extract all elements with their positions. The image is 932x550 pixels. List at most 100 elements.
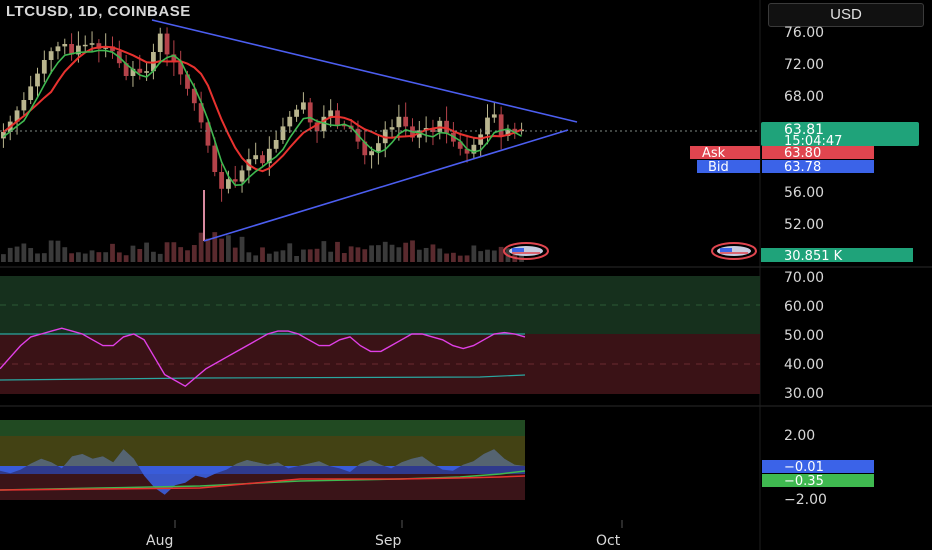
candle-body (260, 155, 265, 164)
candle-body (273, 140, 279, 149)
candle-body (48, 51, 54, 60)
flag-icon[interactable] (503, 242, 549, 260)
price-tick-68: 68.00 (784, 89, 824, 105)
volume-bar (437, 248, 443, 262)
osc-blue-band (0, 466, 525, 474)
osc-green-badge (762, 474, 874, 487)
volume-bar (219, 238, 224, 262)
volume-bar (396, 247, 402, 262)
time-label-sep: Sep (375, 533, 402, 549)
volume-bar (416, 249, 422, 262)
lower-trendline[interactable] (203, 129, 569, 242)
symbol-title: LTCUSD, 1D, COINBASE (6, 3, 191, 20)
osc-blue-badge (762, 460, 874, 473)
volume-bar (137, 248, 143, 262)
candle-body (376, 143, 381, 152)
volume-bar (512, 247, 518, 262)
volume-bar (464, 255, 470, 262)
candle-body (369, 151, 374, 156)
price-tick-56: 56.00 (784, 185, 824, 201)
oscillator-signal-green (0, 470, 526, 491)
candle-body (457, 141, 463, 149)
bid-value: 63.78 (784, 160, 821, 175)
volume-bar (260, 247, 265, 262)
volume-bar (451, 252, 456, 262)
volume-bar (35, 253, 40, 262)
volume-bar (301, 249, 306, 262)
candle-body (321, 116, 327, 132)
currency-button[interactable]: USD (768, 3, 924, 27)
volume-bar (273, 251, 279, 262)
candle-body (505, 128, 511, 136)
osc-blue-value: −0.01 (784, 460, 824, 475)
candle-body (191, 88, 197, 104)
volume-bar (246, 252, 252, 262)
candle-body (1, 132, 6, 139)
osc-tick-2: 2.00 (784, 428, 815, 444)
candle-body (307, 102, 313, 123)
ask-value: 63.80 (784, 146, 821, 161)
candle-body (151, 52, 156, 72)
volume-bar (485, 249, 490, 262)
candle-body (96, 43, 102, 49)
candle-body (232, 179, 238, 182)
candle-body (226, 179, 231, 189)
time-label-aug: Aug (146, 533, 173, 549)
bid-label-box (697, 160, 760, 173)
volume-bar (205, 238, 211, 262)
candle-body (35, 73, 40, 87)
rsi-lower-zone (0, 334, 760, 394)
candle-body (14, 110, 20, 122)
oscillator-signal-red (0, 475, 526, 491)
volume-bar (96, 252, 102, 262)
candle-body (185, 74, 190, 89)
volume-bar (198, 232, 204, 262)
volume-bar (1, 254, 6, 262)
volume-value: 30.851 K (784, 249, 843, 264)
volume-bar (14, 246, 20, 262)
candle-body (341, 124, 347, 127)
volume-bar (410, 240, 415, 262)
rsi-tick-70: 70.00 (784, 270, 824, 286)
volume-bar (376, 245, 381, 262)
volume-bar (21, 243, 27, 262)
ask-value-box (762, 146, 874, 159)
candle-body (471, 144, 477, 154)
price-tick-52: 52.00 (784, 217, 824, 233)
candle-body (253, 155, 259, 160)
candle-body (157, 33, 163, 52)
osc-tick-neg2: −2.00 (784, 492, 827, 508)
oscillator-series (0, 449, 526, 495)
candle-body (164, 33, 170, 55)
volume-bar (478, 251, 484, 262)
candle-body (287, 116, 293, 127)
flag-icon[interactable] (711, 242, 757, 260)
rsi-lower-band (0, 374, 526, 381)
volume-bar (82, 253, 88, 262)
candle-body (444, 120, 449, 133)
rsi-tick-60: 60.00 (784, 299, 824, 315)
volume-bar (355, 247, 361, 262)
price-tick-72: 72.00 (784, 57, 824, 73)
volume-bar (62, 247, 68, 262)
volume-bar (280, 250, 286, 262)
rsi-tick-50: 50.00 (784, 328, 824, 344)
candle-body (430, 128, 436, 132)
ask-label-box (690, 146, 760, 159)
time-label-oct: Oct (596, 533, 621, 549)
candle-body (212, 145, 218, 172)
candle-body (328, 110, 334, 117)
volume-bar (171, 242, 177, 262)
volume-bar (362, 249, 368, 262)
volume-bar (89, 250, 95, 262)
volume-bar (307, 249, 313, 262)
volume-bar (7, 247, 13, 262)
volume-bar (294, 255, 299, 262)
candle-body (171, 54, 177, 63)
volume-bar (457, 255, 463, 262)
volume-bar (369, 245, 374, 262)
upper-trendline[interactable] (151, 19, 578, 123)
volume-bar (423, 247, 429, 262)
